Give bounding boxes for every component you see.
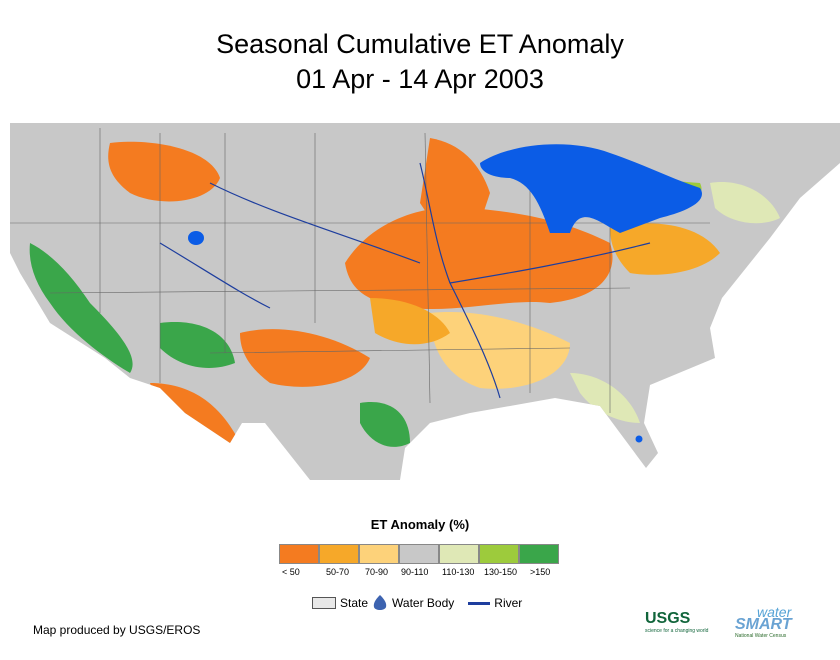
legend-swatch — [519, 544, 559, 564]
water-bodies — [188, 144, 702, 443]
legend-label: >150 — [530, 567, 551, 577]
usgs-tagline: science for a changing world — [645, 628, 709, 634]
watersmart-logo-water: water — [757, 604, 792, 620]
usgs-logo: USGS — [645, 610, 691, 627]
legend-label: 110-130 — [442, 567, 475, 577]
legend-swatch — [399, 544, 439, 564]
legend-label: 90-110 — [401, 567, 429, 577]
surplus-region-southeast — [570, 373, 640, 423]
state-key-icon — [312, 597, 336, 609]
moderate-region-southeast — [430, 312, 570, 389]
great-salt-lake — [188, 231, 204, 245]
map-credit: Map produced by USGS/EROS — [33, 623, 201, 637]
state-borders — [10, 128, 710, 413]
lake-okeechobee — [635, 435, 643, 443]
watersmart-logo-smart: SMART — [735, 616, 792, 633]
water-body-key-icon — [373, 595, 387, 610]
map-title: Seasonal Cumulative ET Anomaly — [216, 29, 624, 59]
legend-swatches — [279, 544, 559, 564]
deficit-region-plains — [345, 207, 613, 310]
deficit-region-northwest — [108, 141, 220, 202]
national-water-census: National Water Census — [735, 633, 787, 639]
et-anomaly-map — [10, 123, 840, 480]
river-key-icon — [468, 601, 491, 605]
deficit-region-south-plains — [240, 329, 370, 387]
legend-label: < 50 — [282, 567, 300, 577]
great-lakes — [480, 144, 702, 233]
legend-swatch — [359, 544, 399, 564]
legend-swatch — [479, 544, 519, 564]
surplus-region-arizona — [160, 322, 235, 368]
surplus-region-texas — [360, 402, 410, 447]
surplus-region-northeast — [710, 182, 780, 224]
moderate-region-central — [370, 298, 450, 345]
legend-label: 50-70 — [326, 567, 350, 577]
legend-label: 130-150 — [484, 567, 518, 577]
legend-swatch — [319, 544, 359, 564]
deficit-region-upper-midwest — [420, 138, 490, 233]
legend-swatch — [439, 544, 479, 564]
map-date-range: 01 Apr - 14 Apr 2003 — [296, 64, 544, 94]
legend-swatch — [279, 544, 319, 564]
logos: USGS science for a changing world water … — [645, 604, 815, 642]
map-key: State Water Body River — [312, 594, 522, 612]
rivers — [159, 162, 651, 399]
legend-label: 70-90 — [365, 567, 389, 577]
water-body-key-label: Water Body — [392, 596, 455, 610]
state-key-label: State — [340, 596, 369, 610]
deficit-region-ohio — [610, 223, 720, 275]
legend-title: ET Anomaly (%) — [370, 517, 470, 532]
river-key-label: River — [494, 596, 523, 610]
surplus-region-west-coast — [29, 243, 133, 373]
